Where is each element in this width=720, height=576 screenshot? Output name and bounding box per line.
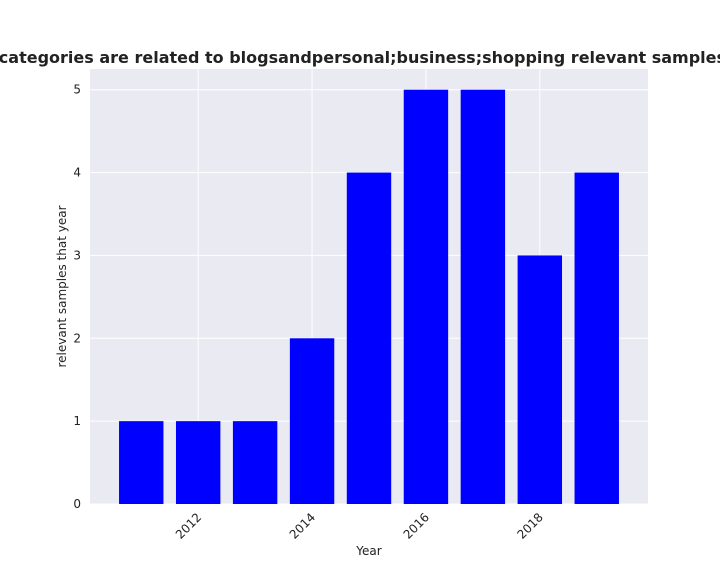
y-tick-label: 0 [73,497,81,511]
x-tick-label: 2018 [514,510,545,541]
bars [119,89,619,505]
bar-2016 [403,89,449,504]
bar-2014 [289,338,335,504]
chart-title: Number of samples whose categories are r… [0,48,720,67]
y-tick-label: 4 [73,166,81,180]
bar-2019 [574,172,619,505]
bar-2012 [175,421,221,504]
y-tick-labels: 0 1 2 3 4 5 [73,83,81,511]
y-axis-label: relevant samples that year [55,205,69,367]
x-tick-labels: 2012 2014 2016 2018 [173,510,546,541]
y-tick-label: 5 [73,83,81,97]
x-tick-label: 2012 [173,510,204,541]
bar-2017 [460,89,506,504]
y-tick-label: 1 [73,414,81,428]
x-tick-label: 2016 [401,510,432,541]
bar-2013 [232,421,278,504]
bar-2015 [346,172,392,505]
x-axis-label: Year [355,544,381,558]
y-tick-label: 2 [73,331,81,345]
y-tick-label: 3 [73,248,81,262]
bar-2018 [517,255,563,504]
bar-2011 [119,421,164,504]
x-tick-label: 2014 [287,510,318,541]
